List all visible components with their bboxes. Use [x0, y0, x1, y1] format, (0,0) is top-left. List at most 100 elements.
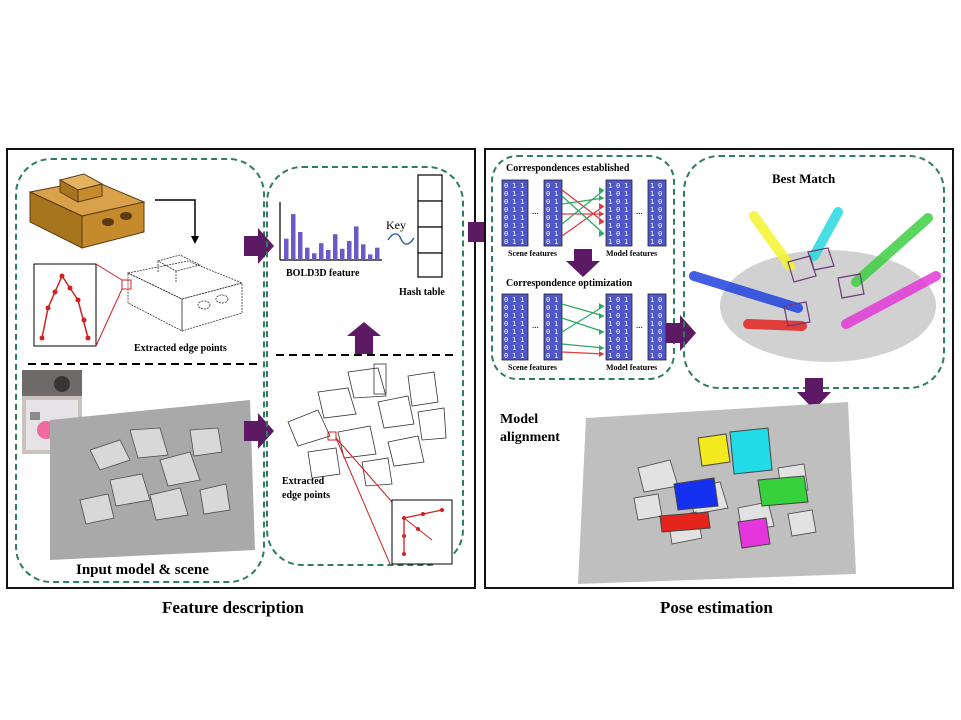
svg-text:0: 0: [504, 206, 508, 214]
svg-text:0: 0: [616, 304, 620, 312]
svg-text:1: 1: [608, 198, 612, 206]
feature-matrix: [543, 179, 563, 247]
svg-text:1: 1: [624, 230, 628, 238]
svg-text:1: 1: [520, 352, 524, 360]
svg-text:1: 1: [520, 328, 524, 336]
histogram-bar: [305, 247, 310, 260]
svg-text:0: 0: [616, 238, 620, 246]
extracted-edge-points-label: Extracted edge points: [134, 343, 227, 354]
svg-text:...: ...: [532, 206, 539, 216]
cad-model-image: [28, 173, 146, 249]
svg-text:0: 0: [616, 190, 620, 198]
arrow-down-correspondence: [566, 249, 600, 277]
histogram-bar: [284, 238, 289, 260]
svg-text:0: 0: [658, 190, 662, 198]
svg-text:1: 1: [624, 336, 628, 344]
svg-text:1: 1: [624, 198, 628, 206]
correspondence-optimization-label: Correspondence optimization: [506, 278, 633, 289]
scene-edge-wireframe: [287, 363, 447, 487]
svg-text:0: 0: [504, 312, 508, 320]
svg-text:0: 0: [616, 296, 620, 304]
svg-text:1: 1: [608, 328, 612, 336]
correspondence-line: [561, 205, 605, 237]
svg-text:1: 1: [554, 190, 558, 198]
svg-text:1: 1: [624, 312, 628, 320]
scene-edge-points-label-1: Extracted: [282, 476, 325, 487]
svg-text:1: 1: [624, 190, 628, 198]
arrow-model-to-feature: [244, 228, 274, 264]
correspondence-line: [561, 317, 605, 333]
svg-text:1: 1: [520, 214, 524, 222]
histogram-bar: [361, 244, 366, 260]
feature-matrix: [501, 179, 529, 247]
svg-text:1: 1: [650, 328, 654, 336]
svg-text:0: 0: [658, 296, 662, 304]
svg-text:1: 1: [520, 206, 524, 214]
svg-text:...: ...: [636, 320, 643, 330]
svg-text:1: 1: [624, 344, 628, 352]
svg-text:1: 1: [520, 238, 524, 246]
svg-text:...: ...: [532, 320, 539, 330]
svg-text:1: 1: [608, 312, 612, 320]
feature-matrix: [647, 179, 667, 247]
input-model-scene-region: [15, 158, 265, 583]
svg-text:0: 0: [546, 296, 550, 304]
svg-text:1: 1: [650, 214, 654, 222]
svg-text:1: 1: [650, 312, 654, 320]
svg-text:0: 0: [504, 238, 508, 246]
svg-text:0: 0: [616, 198, 620, 206]
svg-text:1: 1: [512, 296, 516, 304]
svg-text:0: 0: [658, 230, 662, 238]
svg-text:1: 1: [512, 344, 516, 352]
scene-zoom-inset: [335, 437, 453, 565]
svg-text:1: 1: [624, 214, 628, 222]
svg-text:1: 1: [520, 312, 524, 320]
svg-text:1: 1: [608, 206, 612, 214]
correspondence-region: [491, 155, 675, 380]
bold3d-feature-label: BOLD3D feature: [286, 268, 360, 279]
correspondences-established-label: Correspondences established: [506, 163, 630, 174]
model-alignment-label-2: alignment: [500, 430, 560, 445]
svg-text:0: 0: [546, 304, 550, 312]
svg-text:0: 0: [616, 206, 620, 214]
svg-text:1: 1: [554, 198, 558, 206]
svg-text:1: 1: [650, 304, 654, 312]
svg-text:0: 0: [504, 222, 508, 230]
histogram-bar: [347, 240, 352, 260]
svg-text:1: 1: [624, 304, 628, 312]
feature-matrix: [605, 293, 633, 361]
histogram-bar: [298, 232, 303, 260]
svg-text:1: 1: [624, 296, 628, 304]
svg-text:0: 0: [658, 304, 662, 312]
svg-text:0: 0: [616, 214, 620, 222]
svg-text:1: 1: [554, 230, 558, 238]
svg-text:1: 1: [624, 238, 628, 246]
wireframe-model-image: [126, 254, 244, 332]
svg-text:0: 0: [546, 320, 550, 328]
svg-text:0: 0: [616, 312, 620, 320]
svg-text:0: 0: [546, 344, 550, 352]
svg-text:1: 1: [650, 182, 654, 190]
svg-text:1: 1: [512, 328, 516, 336]
svg-text:0: 0: [616, 222, 620, 230]
model-alignment-label-1: Model: [500, 412, 539, 427]
svg-text:1: 1: [520, 296, 524, 304]
svg-text:0: 0: [546, 182, 550, 190]
svg-text:0: 0: [504, 296, 508, 304]
svg-text:1: 1: [608, 214, 612, 222]
left-divider: [28, 363, 258, 365]
hash-table: [417, 174, 443, 278]
svg-text:1: 1: [554, 304, 558, 312]
feature-extraction-region: [266, 166, 464, 566]
svg-text:1: 1: [520, 320, 524, 328]
svg-text:1: 1: [650, 344, 654, 352]
svg-text:0: 0: [616, 336, 620, 344]
svg-text:1: 1: [554, 296, 558, 304]
svg-text:1: 1: [650, 198, 654, 206]
scene-features-label-2: Scene features: [508, 363, 557, 372]
svg-text:1: 1: [512, 206, 516, 214]
scene-point-cloud: [50, 400, 255, 560]
svg-text:0: 0: [616, 230, 620, 238]
svg-text:0: 0: [504, 190, 508, 198]
svg-text:1: 1: [512, 336, 516, 344]
